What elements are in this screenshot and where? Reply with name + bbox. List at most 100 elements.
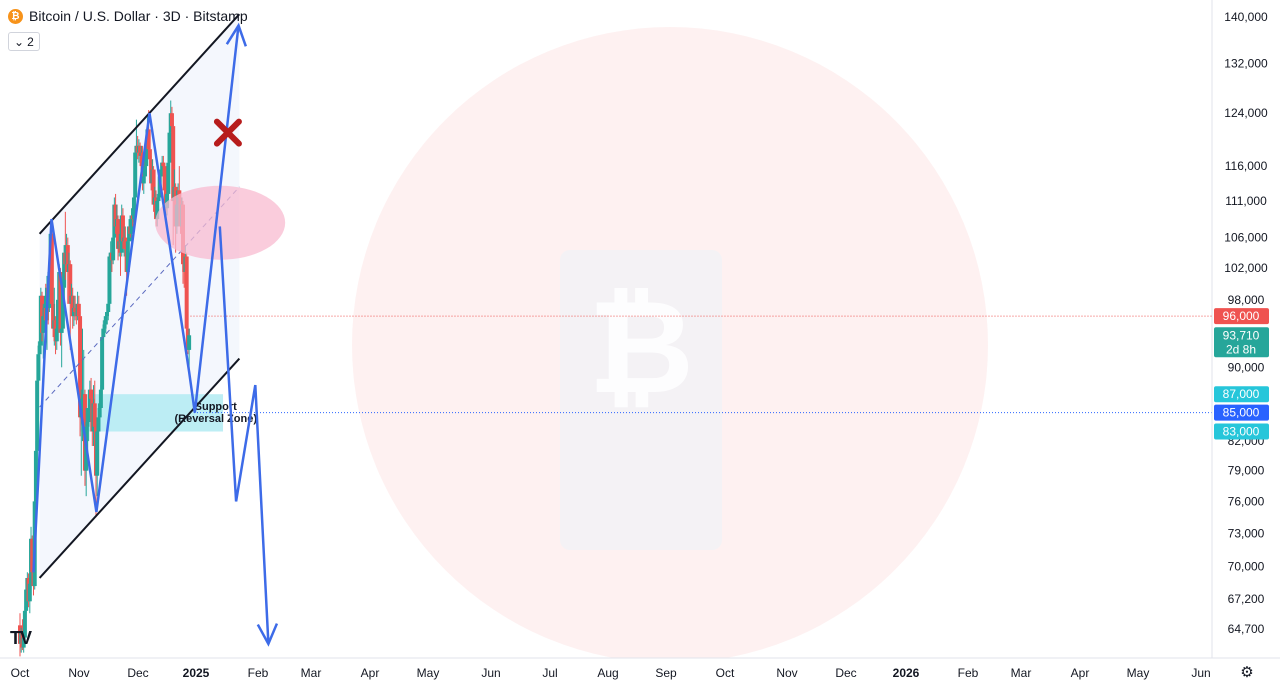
candle-body (35, 380, 40, 451)
candle-body (71, 307, 76, 317)
x-tick-label: 2026 (893, 666, 920, 680)
y-tick-label: 90,000 (1228, 360, 1265, 374)
y-tick-label: 64,700 (1228, 622, 1265, 636)
y-tick-label: 132,000 (1224, 57, 1268, 71)
y-tick-label: 102,000 (1224, 261, 1268, 275)
candle-body (22, 610, 27, 638)
x-tick-label: 2025 (183, 666, 210, 680)
price-badge (1214, 423, 1269, 440)
y-tick-label: 124,000 (1224, 106, 1268, 120)
candle-body (33, 450, 38, 502)
price-badge-label: 93,710 (1223, 328, 1260, 342)
candle-body (78, 316, 83, 418)
bullish-projection-path (32, 25, 240, 573)
candle-body (133, 152, 138, 198)
price-badge-label: 96,000 (1223, 309, 1260, 323)
y-tick-label: 106,000 (1224, 231, 1268, 245)
x-tick-label: Mar (301, 666, 322, 680)
price-badge-label: 83,000 (1223, 425, 1260, 439)
channel-upper-line (38, 13, 241, 235)
candle-body (166, 162, 171, 194)
candle-body (70, 295, 75, 317)
candle-body (144, 145, 149, 167)
candle-body (59, 328, 64, 333)
candle-body (123, 237, 128, 249)
x-tick-label: Oct (716, 666, 735, 680)
candle-body (107, 256, 112, 304)
bearish-arrow-head (256, 623, 279, 647)
candle-body (21, 637, 26, 648)
channel-fill (39, 14, 240, 578)
gear-icon[interactable]: ⚙ (1240, 663, 1254, 681)
candle-body (97, 407, 102, 418)
x-tick-label: Feb (248, 666, 269, 680)
x-tick-label: May (417, 666, 440, 680)
candle-body (111, 237, 116, 261)
x-tick-label: Feb (958, 666, 979, 680)
price-badge (1214, 404, 1269, 421)
y-tick-label: 98,000 (1228, 293, 1265, 307)
indicator-count: 2 (27, 34, 34, 49)
x-tick-label: Oct (11, 666, 30, 680)
watermark-bitcoin-icon: ₿ (588, 271, 694, 423)
candle-body (101, 328, 106, 338)
candle-body (125, 241, 130, 272)
candle-body (85, 422, 90, 427)
y-tick-label: 70,000 (1228, 560, 1265, 574)
candle-body (89, 389, 94, 399)
price-badge (1214, 308, 1269, 325)
candle-body (87, 389, 92, 408)
candle-body (113, 204, 118, 227)
candle-body (160, 162, 165, 170)
candle-body (68, 264, 73, 304)
x-tick-label: Jun (481, 666, 500, 680)
candle-body (105, 312, 110, 317)
x-tick-label: Sep (655, 666, 677, 680)
bullish-arrow-head (225, 22, 248, 47)
candle-body (161, 162, 166, 167)
candle-body (58, 271, 63, 333)
tradingview-logo: TV (10, 628, 32, 648)
candle-body (120, 215, 125, 242)
symbol-header[interactable]: ₿ Bitcoin / U.S. Dollar · 3D · Bitstamp (8, 6, 248, 26)
candle-body (41, 316, 46, 333)
candle-body (184, 256, 189, 329)
candle-body (47, 271, 52, 308)
candle-body (131, 197, 136, 220)
y-tick-label: 76,000 (1228, 494, 1265, 508)
candle-body (187, 335, 192, 350)
candle-body (147, 149, 152, 160)
y-tick-label: 73,000 (1228, 526, 1265, 540)
candle-body (86, 407, 91, 423)
candle-body (36, 354, 41, 381)
candle-body (158, 169, 163, 177)
candle-body (37, 345, 42, 355)
candle-body (102, 324, 107, 329)
symbol-title: Bitcoin / U.S. Dollar · 3D · Bitstamp (29, 8, 248, 24)
support-zone-sublabel: (Reversal Zone) (174, 413, 257, 425)
bearish-projection-path (218, 226, 270, 644)
x-tick-label: Jul (542, 666, 557, 680)
price-badge-countdown: 2d 8h (1226, 342, 1256, 356)
x-tick-label: Dec (835, 666, 856, 680)
x-tick-label: Aug (597, 666, 618, 680)
candle-body (96, 417, 101, 432)
price-badge-label: 87,000 (1223, 387, 1260, 401)
candle-body (171, 126, 176, 202)
candle-body (156, 197, 161, 202)
chevron-down-icon: ⌄ (14, 34, 25, 49)
y-tick-label: 140,000 (1224, 10, 1268, 24)
candle-body (169, 113, 174, 127)
y-tick-label: 116,000 (1225, 159, 1268, 173)
candle-body (27, 583, 32, 602)
candle-body (177, 190, 182, 198)
candle-body (98, 389, 103, 408)
x-tick-label: Nov (68, 666, 89, 680)
candle-body (151, 169, 156, 205)
candle-body (100, 337, 105, 390)
support-zone-label: Support (195, 401, 237, 413)
watermark-panel (560, 250, 722, 550)
target-ellipse (155, 185, 286, 260)
indicator-toggle-button[interactable]: ⌄ 2 (8, 32, 40, 51)
